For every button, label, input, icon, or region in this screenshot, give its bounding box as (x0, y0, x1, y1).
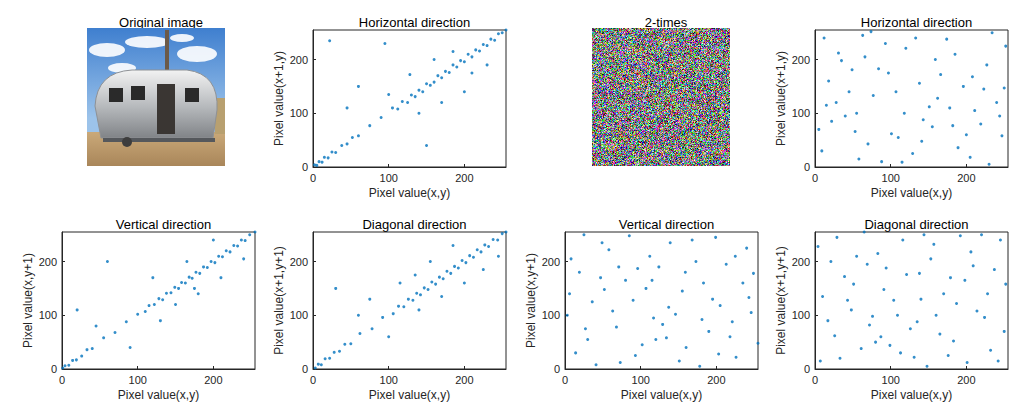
svg-text:100: 100 (290, 309, 308, 321)
svg-text:200: 200 (792, 256, 810, 268)
svg-text:Diagonal direction: Diagonal direction (362, 217, 466, 232)
svg-text:Pixel value(x,y): Pixel value(x,y) (369, 388, 450, 402)
svg-text:Original image: Original image (119, 15, 203, 30)
svg-text:0: 0 (562, 374, 568, 386)
svg-text:100: 100 (882, 172, 900, 184)
svg-text:200: 200 (39, 256, 57, 268)
svg-text:0: 0 (302, 363, 308, 375)
svg-text:100: 100 (39, 309, 57, 321)
svg-text:0: 0 (59, 374, 65, 386)
svg-text:100: 100 (380, 172, 398, 184)
svg-text:Pixel value(x+1,y+1): Pixel value(x+1,y+1) (272, 246, 286, 355)
svg-text:Horizontal direction: Horizontal direction (861, 15, 972, 30)
svg-text:100: 100 (792, 107, 810, 119)
svg-text:200: 200 (792, 54, 810, 66)
svg-text:200: 200 (957, 374, 975, 386)
svg-text:Horizontal direction: Horizontal direction (359, 15, 470, 30)
svg-text:100: 100 (290, 107, 308, 119)
svg-text:200: 200 (542, 256, 560, 268)
svg-text:Pixel value(x+1,y): Pixel value(x+1,y) (774, 51, 788, 146)
svg-text:2-times: 2-times (644, 15, 688, 30)
svg-text:0: 0 (51, 363, 57, 375)
svg-text:200: 200 (290, 54, 308, 66)
svg-text:200: 200 (204, 374, 222, 386)
svg-text:Pixel value(x,y): Pixel value(x,y) (621, 388, 702, 402)
svg-text:0: 0 (310, 172, 316, 184)
svg-text:100: 100 (792, 309, 810, 321)
svg-text:Pixel value(x,y+1): Pixel value(x,y+1) (524, 253, 538, 348)
svg-text:100: 100 (129, 374, 147, 386)
svg-text:0: 0 (310, 374, 316, 386)
svg-text:Pixel value(x,y): Pixel value(x,y) (871, 388, 952, 402)
svg-text:Pixel value(x,y): Pixel value(x,y) (369, 186, 450, 200)
svg-text:100: 100 (632, 374, 650, 386)
svg-text:0: 0 (804, 161, 810, 173)
svg-text:100: 100 (542, 309, 560, 321)
svg-text:Pixel value(x,y+1): Pixel value(x,y+1) (21, 253, 35, 348)
svg-text:200: 200 (957, 172, 975, 184)
svg-text:Vertical direction: Vertical direction (619, 217, 714, 232)
svg-text:0: 0 (554, 363, 560, 375)
svg-text:0: 0 (812, 374, 818, 386)
svg-text:Diagonal direction: Diagonal direction (864, 217, 968, 232)
svg-text:100: 100 (380, 374, 398, 386)
svg-text:0: 0 (812, 172, 818, 184)
svg-text:Pixel value(x,y): Pixel value(x,y) (871, 186, 952, 200)
svg-text:Pixel value(x+1,y+1): Pixel value(x+1,y+1) (774, 246, 788, 355)
svg-text:Vertical direction: Vertical direction (116, 217, 211, 232)
svg-text:200: 200 (707, 374, 725, 386)
svg-text:200: 200 (455, 172, 473, 184)
svg-text:200: 200 (290, 256, 308, 268)
svg-text:0: 0 (302, 161, 308, 173)
svg-text:Pixel value(x+1,y): Pixel value(x+1,y) (272, 51, 286, 146)
svg-text:200: 200 (455, 374, 473, 386)
svg-text:Pixel value(x,y): Pixel value(x,y) (118, 388, 199, 402)
svg-text:0: 0 (804, 363, 810, 375)
svg-text:100: 100 (882, 374, 900, 386)
